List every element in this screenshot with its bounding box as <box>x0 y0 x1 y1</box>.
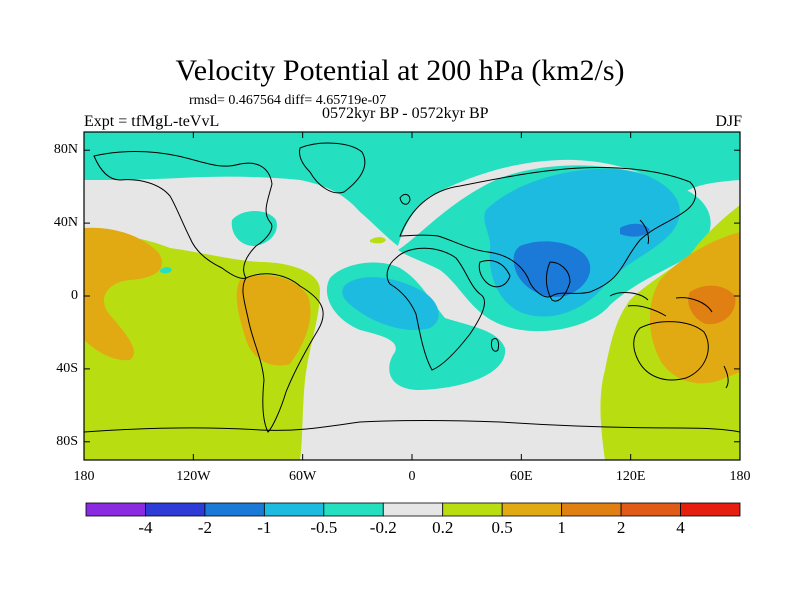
orange-region-west-pacific <box>84 227 163 361</box>
coast-arabia <box>478 260 511 288</box>
colorbar-label: 0.2 <box>432 518 454 537</box>
colorbar-swatch <box>204 502 265 517</box>
midblue-region-japan <box>620 223 650 237</box>
y-tick-label: 40S <box>56 360 78 376</box>
x-tick-label: 120E <box>615 469 646 484</box>
lightblue-region-atlantic <box>342 277 439 331</box>
coast-africa <box>386 247 485 371</box>
coast-japan <box>639 219 649 245</box>
colorbar-label: -4 <box>138 518 153 537</box>
colorbar-label: -2 <box>197 518 212 537</box>
colorbar-swatch <box>501 502 563 517</box>
x-tick-label: 60E <box>510 469 533 484</box>
x-tick-label: 0 <box>408 469 416 484</box>
colorbar-label: 1 <box>557 518 566 537</box>
colorbar-swatch <box>620 502 681 517</box>
x-tick-label: 60W <box>289 469 317 484</box>
x-tick-label: 120W <box>176 469 211 484</box>
coast-new-zealand <box>723 365 729 389</box>
colorbar-swatch <box>85 502 146 517</box>
y-tick-label: 80N <box>53 142 78 158</box>
colorbar-label: -0.5 <box>310 518 338 537</box>
stats-label: rmsd= 0.467564 diff= 4.65719e-07 <box>189 93 387 108</box>
coast-greenland <box>299 142 366 194</box>
cyan-region-arctic <box>84 132 740 246</box>
colorbar-label: 2 <box>616 518 626 537</box>
coast-australia <box>633 321 709 381</box>
coast-uk <box>399 193 411 205</box>
coast-eurasia <box>399 167 697 298</box>
colorbar-swatch <box>680 502 741 517</box>
coast-maritime-continent <box>609 292 713 317</box>
cyan-region-pacific-islet <box>160 267 172 274</box>
midblue-region-asia <box>513 241 591 297</box>
cyan-region-north-america <box>231 211 277 246</box>
colorbar-swatch <box>145 502 206 517</box>
y-tick-label: 0 <box>71 288 78 303</box>
contour-fill-layer <box>84 132 740 460</box>
plot-title: Velocity Potential at 200 hPa (km2/s) <box>175 54 625 87</box>
coast-north-america <box>93 151 273 279</box>
coast-madagascar <box>491 337 499 352</box>
lime-region-atlantic <box>370 237 386 244</box>
period-label: 0572kyr BP - 0572kyr BP <box>322 105 489 122</box>
x-tick-label: 180 <box>73 469 95 484</box>
colorbar-label: 4 <box>676 518 685 537</box>
colorbar-label: -1 <box>257 518 272 537</box>
y-tick-label: 80S <box>56 433 78 449</box>
darkorange-region-east-pacific <box>688 285 736 325</box>
y-tick-label: 40N <box>53 215 78 231</box>
colorbar-label: 0.5 <box>491 518 513 537</box>
experiment-label: Expt = tfMgL-teVvL <box>84 113 220 130</box>
colorbar-label: -0.2 <box>369 518 397 537</box>
axis-ticks <box>83 132 741 460</box>
coast-antarctica <box>84 420 740 433</box>
colorbar-swatch <box>323 502 384 517</box>
colorbar-swatch <box>382 502 444 517</box>
coast-india <box>545 261 571 302</box>
coastlines <box>84 142 740 433</box>
x-tick-label: 180 <box>729 469 751 484</box>
colorbar-swatch <box>561 502 622 517</box>
colorbar-swatch <box>442 502 503 517</box>
colorbar-swatch <box>263 502 325 517</box>
season-label: DJF <box>715 113 742 130</box>
colorbar <box>85 502 741 517</box>
coast-south-america <box>242 273 324 433</box>
